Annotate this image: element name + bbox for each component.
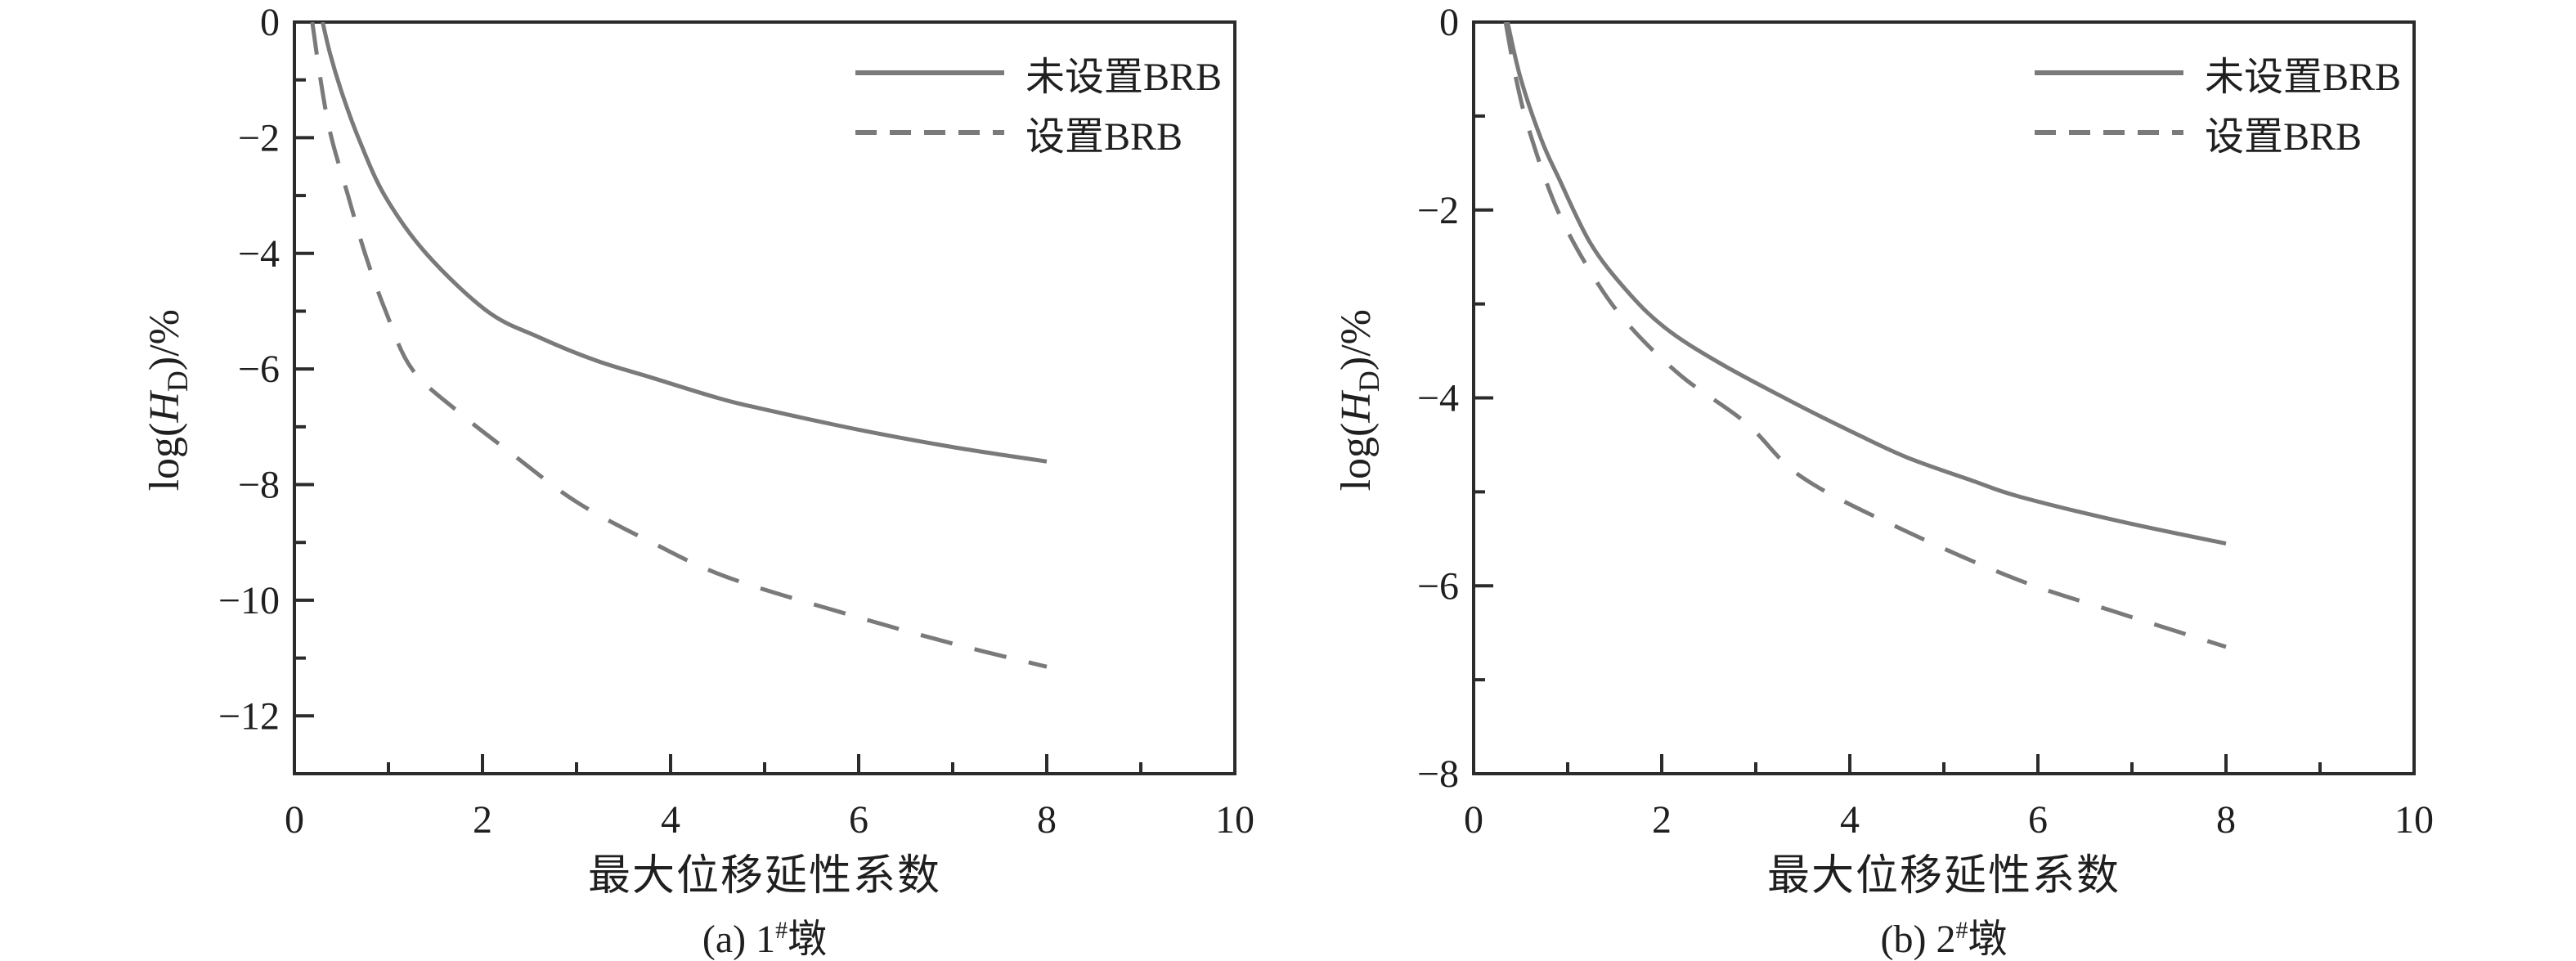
curve-no-brb <box>321 22 1048 464</box>
x-axis-label-b: 最大位移延性系数 <box>1766 853 2120 900</box>
y-axis-label-b-suffix: )/% <box>1332 308 1380 371</box>
legend-b-item-no-brb: 未设置BRB <box>2035 43 2401 102</box>
y-tick-label: −12 <box>218 694 280 738</box>
y-tick-label: −8 <box>238 464 280 507</box>
caption-a: (a) 1#墩 <box>294 906 1235 961</box>
caption-a-post: 墩 <box>788 918 828 961</box>
solid-line-swatch <box>855 70 1004 75</box>
legend-b-label-brb: 设置BRB <box>2205 115 2363 159</box>
y-axis-label-a-prefix: log( <box>141 422 188 492</box>
legend-b-label-no-brb: 未设置BRB <box>2205 55 2402 99</box>
x-tick-label: 10 <box>1215 798 1254 842</box>
curve-brb <box>1503 22 2227 649</box>
x-tick-label: 8 <box>2216 798 2236 842</box>
y-axis-label-a: log(HD)/% <box>141 138 195 662</box>
legend-a-label-no-brb: 未设置BRB <box>1025 55 1223 99</box>
caption-b-pre: (b) 2 <box>1880 918 1956 961</box>
solid-line-swatch <box>2035 70 2183 75</box>
x-tick-label: 8 <box>1037 798 1057 842</box>
y-tick-label: −2 <box>238 116 280 159</box>
caption-b-sup: # <box>1955 917 1968 944</box>
x-tick-label: 0 <box>1464 798 1483 842</box>
y-axis-label-b: log(HD)/% <box>1332 138 1386 662</box>
legend-b-item-brb: 设置BRB <box>2035 102 2401 162</box>
y-tick-label: −6 <box>238 348 280 391</box>
y-tick-label: −8 <box>1417 752 1459 796</box>
caption-b-post: 墩 <box>1968 918 2008 961</box>
caption-a-pre: (a) 1 <box>702 918 776 961</box>
dashed-line-swatch <box>855 129 1004 135</box>
curve-no-brb <box>1505 22 2227 546</box>
x-tick-label: 0 <box>285 798 304 842</box>
x-tick-label: 10 <box>2394 798 2434 842</box>
x-tick-label: 4 <box>661 798 680 842</box>
y-axis-label-a-sub: D <box>161 370 195 393</box>
y-axis-label-b-sub: D <box>1353 370 1386 393</box>
y-tick-label: −6 <box>1417 564 1459 608</box>
x-axis-label-a: 最大位移延性系数 <box>587 853 941 900</box>
caption-a-sup: # <box>775 917 788 944</box>
x-tick-label: 2 <box>1652 798 1672 842</box>
y-tick-label: −2 <box>1417 189 1459 232</box>
y-tick-label: −4 <box>238 232 280 276</box>
y-tick-label: −4 <box>1417 377 1459 420</box>
x-tick-label: 4 <box>1840 798 1860 842</box>
y-tick-label: 0 <box>260 1 280 44</box>
y-axis-label-b-var: H <box>1332 392 1380 423</box>
x-tick-label: 6 <box>849 798 868 842</box>
x-tick-label: 6 <box>2028 798 2048 842</box>
y-axis-label-a-var: H <box>141 392 188 423</box>
curve-brb <box>310 22 1048 669</box>
y-tick-label: −10 <box>218 579 280 622</box>
y-axis-label-b-prefix: log( <box>1332 422 1380 492</box>
y-axis-label-a-suffix: )/% <box>141 308 188 371</box>
dashed-line-swatch <box>2035 129 2183 135</box>
legend-a-item-no-brb: 未设置BRB <box>855 43 1222 102</box>
legend-a-label-brb: 设置BRB <box>1025 115 1183 159</box>
y-tick-label: 0 <box>1439 1 1459 44</box>
x-tick-label: 2 <box>473 798 492 842</box>
caption-b: (b) 2#墩 <box>1474 906 2414 961</box>
legend-a-item-brb: 设置BRB <box>855 102 1222 162</box>
legend-b: 未设置BRB 设置BRB <box>2035 43 2401 162</box>
legend-a: 未设置BRB 设置BRB <box>855 43 1222 162</box>
